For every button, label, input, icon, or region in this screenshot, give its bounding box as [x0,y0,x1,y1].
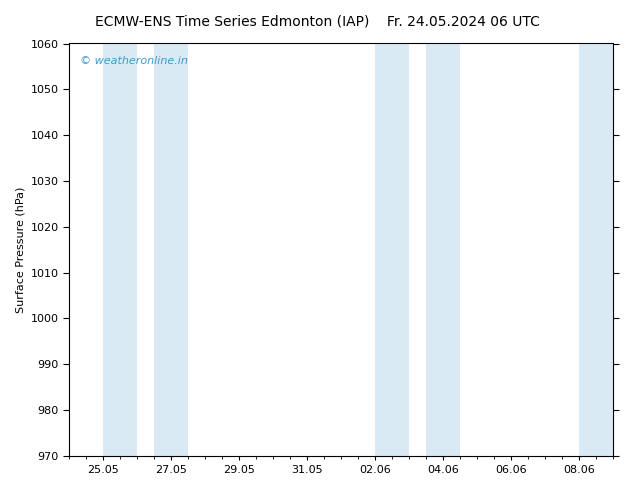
Bar [154,44,188,456]
Y-axis label: Surface Pressure (hPa): Surface Pressure (hPa) [15,187,25,313]
Bar [375,44,410,456]
Text: © weatheronline.in: © weatheronline.in [80,56,188,66]
Bar [426,44,460,456]
Bar [103,44,137,456]
Bar [579,44,630,456]
Text: ECMW-ENS Time Series Edmonton (IAP)    Fr. 24.05.2024 06 UTC: ECMW-ENS Time Series Edmonton (IAP) Fr. … [94,15,540,29]
